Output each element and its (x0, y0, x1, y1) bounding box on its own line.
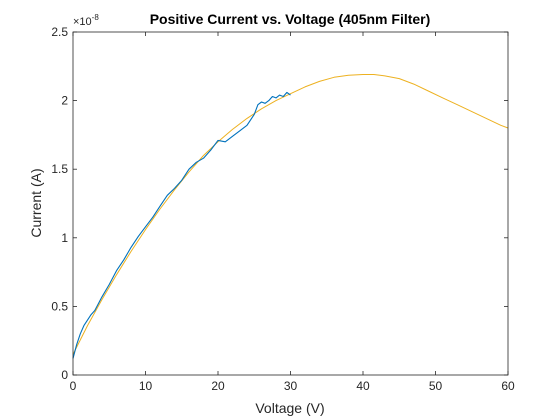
fit-series (72, 74, 509, 355)
y-exponent-power: -8 (92, 13, 100, 22)
fit-line (72, 74, 509, 355)
y-exponent-label: ×10-8 (73, 13, 99, 28)
y-tick-label: 1 (61, 231, 68, 245)
y-tick-label: 0.5 (51, 299, 68, 313)
measured-line (72, 91, 291, 359)
y-tick-label: 1.5 (51, 162, 68, 176)
x-tick-label: 0 (70, 379, 77, 393)
y-axis: 0 0.5 1 1.5 2 2.5 (51, 25, 508, 382)
plot-area (73, 32, 508, 375)
chart-title: Positive Current vs. Voltage (405nm Filt… (150, 11, 431, 27)
y-exponent-base: ×10 (73, 16, 92, 28)
x-tick-label: 20 (211, 379, 225, 393)
x-tick-label: 40 (356, 379, 370, 393)
x-axis: 0 10 20 30 40 50 60 (70, 32, 515, 393)
y-axis-label: Current (A) (28, 168, 44, 237)
x-tick-label: 50 (429, 379, 443, 393)
x-tick-label: 10 (139, 379, 153, 393)
x-tick-label: 30 (284, 379, 298, 393)
y-tick-label: 2 (61, 94, 68, 108)
y-tick-label: 0 (61, 368, 68, 382)
measured-series (72, 91, 291, 359)
x-tick-label: 60 (501, 379, 515, 393)
y-tick-label: 2.5 (51, 25, 68, 39)
x-axis-label: Voltage (V) (255, 400, 324, 416)
